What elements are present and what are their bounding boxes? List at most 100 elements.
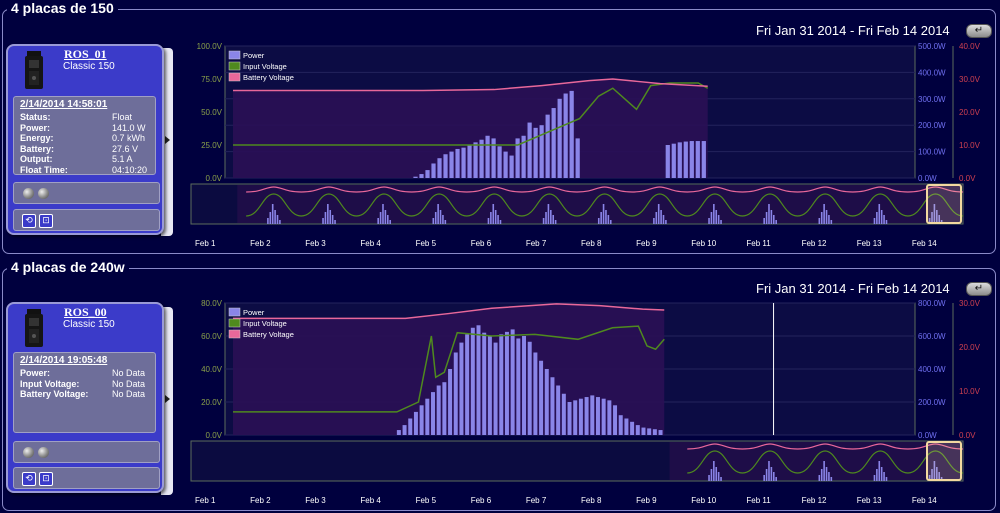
card-expand-tab[interactable] (161, 48, 173, 236)
power-bar (479, 139, 484, 178)
x-tick: Feb 13 (857, 239, 882, 248)
x-tick: Feb 7 (526, 239, 547, 248)
power-bar (630, 421, 635, 435)
y-left-tick: 25.0V (201, 141, 223, 150)
power-bar (658, 430, 663, 435)
power-bar (482, 332, 487, 435)
power-bar (590, 395, 595, 435)
overview-power-bar (267, 218, 269, 224)
stat-row: Energy: 0.7 kWh (20, 133, 149, 144)
power-bar (487, 336, 492, 435)
power-bar (618, 415, 623, 435)
overview-power-bar (276, 215, 279, 224)
legend-swatch (228, 61, 241, 71)
overview-power-bar (708, 475, 710, 481)
overview-power-bar (768, 204, 770, 224)
y-left-tick: 0.0V (206, 431, 223, 440)
refresh-button[interactable]: ⟲ (22, 472, 36, 486)
overview-power-bar (936, 467, 938, 481)
chart-panel-2: 4 placas de 240w Fri Jan 31 2014 - Fri F… (2, 259, 996, 513)
overview-power-bar (605, 210, 607, 224)
overview-power-bar (933, 461, 936, 481)
overview-power-bar (386, 215, 389, 224)
overview-power-bar (322, 218, 324, 224)
date-range: Fri Jan 31 2014 - Fri Feb 14 2014 (756, 23, 950, 38)
stat-row: Status: Float (20, 112, 149, 123)
legend-swatch (228, 318, 241, 328)
x-tick: Feb 10 (691, 496, 716, 505)
device-card: ROS_01 Classic 150 2/14/2014 14:58:01 St… (6, 44, 164, 235)
overview-power-bar (765, 469, 768, 481)
y-right-tick: 10.0V (959, 387, 981, 396)
legend-swatch (228, 329, 241, 339)
overview-power-bar (878, 204, 881, 224)
overview-power-bar (931, 212, 933, 224)
refresh-button[interactable]: ⟲ (22, 214, 36, 228)
stat-value: 5.1 A (112, 154, 133, 165)
overview-power-bar (763, 475, 765, 481)
y-mid-tick: 100.0W (918, 148, 946, 157)
chart-legend: Power Input Voltage Battery Voltage (228, 50, 294, 82)
x-tick: Feb 8 (581, 496, 602, 505)
device-name-link[interactable]: ROS_00 (64, 305, 107, 319)
power-bar (419, 405, 424, 435)
reset-range-button[interactable]: ↵ (966, 282, 992, 296)
power-bar (689, 141, 694, 178)
overview-power-bar (331, 215, 334, 224)
power-bar (419, 174, 424, 178)
legend-label: Power (243, 308, 265, 317)
stat-label: Power: (20, 122, 51, 133)
stat-label: Power: (20, 368, 51, 378)
overview-power-bar (717, 472, 720, 481)
overview-power-bar (653, 218, 655, 224)
x-tick: Feb 13 (857, 496, 882, 505)
overview-power-bar (710, 469, 713, 481)
lock-button[interactable]: ⊡ (39, 472, 53, 486)
x-tick: Feb 5 (416, 239, 437, 248)
card-expand-tab[interactable] (161, 307, 173, 495)
power-bar (461, 147, 466, 178)
power-voltage-chart[interactable]: 100.0V 75.0V 50.0V 25.0V 0.0V 500.0W 400.0W 300… (183, 36, 993, 256)
overview-power-bar (928, 475, 931, 481)
stat-label: Float Time: (20, 164, 68, 175)
power-voltage-chart[interactable]: 80.0V 60.0V 40.0V 20.0V 0.0V 800.0W 600.0W 400.… (183, 293, 993, 513)
overview-power-bar (550, 210, 552, 224)
overview-power-bar (490, 212, 492, 224)
overview-power-bar (825, 467, 828, 481)
overview-power-bar (928, 218, 931, 224)
x-tick: Feb 12 (802, 496, 827, 505)
y-left-tick: 0.0V (206, 174, 223, 183)
overview-power-bar (334, 220, 336, 224)
x-tick: Feb 3 (305, 239, 326, 248)
power-bar (455, 148, 460, 178)
stat-label: Battery: (20, 143, 55, 154)
power-bar (425, 170, 430, 178)
x-tick: Feb 12 (802, 239, 827, 248)
overview-power-bar (880, 467, 883, 481)
overview-power-bar (713, 461, 715, 481)
overview-power-bar (763, 218, 765, 224)
power-bar (539, 360, 544, 435)
overview-power-bar (494, 210, 497, 224)
lock-button[interactable]: ⊡ (39, 214, 53, 228)
power-bar (556, 385, 561, 435)
power-bar (413, 176, 418, 178)
power-bar (647, 428, 652, 435)
power-bar (624, 418, 629, 435)
y-mid-tick: 200.0W (918, 398, 946, 407)
x-tick: Feb 4 (360, 496, 381, 505)
power-bar (499, 334, 504, 435)
overview-power-bar (497, 215, 499, 224)
power-bar (551, 108, 556, 178)
battery-voltage-line (233, 78, 708, 92)
reset-range-button[interactable]: ↵ (966, 24, 992, 38)
x-tick: Feb 14 (912, 239, 937, 248)
power-bar (453, 352, 458, 435)
device-name-link[interactable]: ROS_01 (64, 47, 107, 61)
overview-power-bar (770, 467, 773, 481)
power-bar (695, 141, 700, 178)
x-tick: Feb 6 (471, 496, 492, 505)
stat-value: 141.0 W (112, 122, 146, 133)
indicator-box (13, 441, 160, 463)
power-bar (467, 145, 472, 178)
